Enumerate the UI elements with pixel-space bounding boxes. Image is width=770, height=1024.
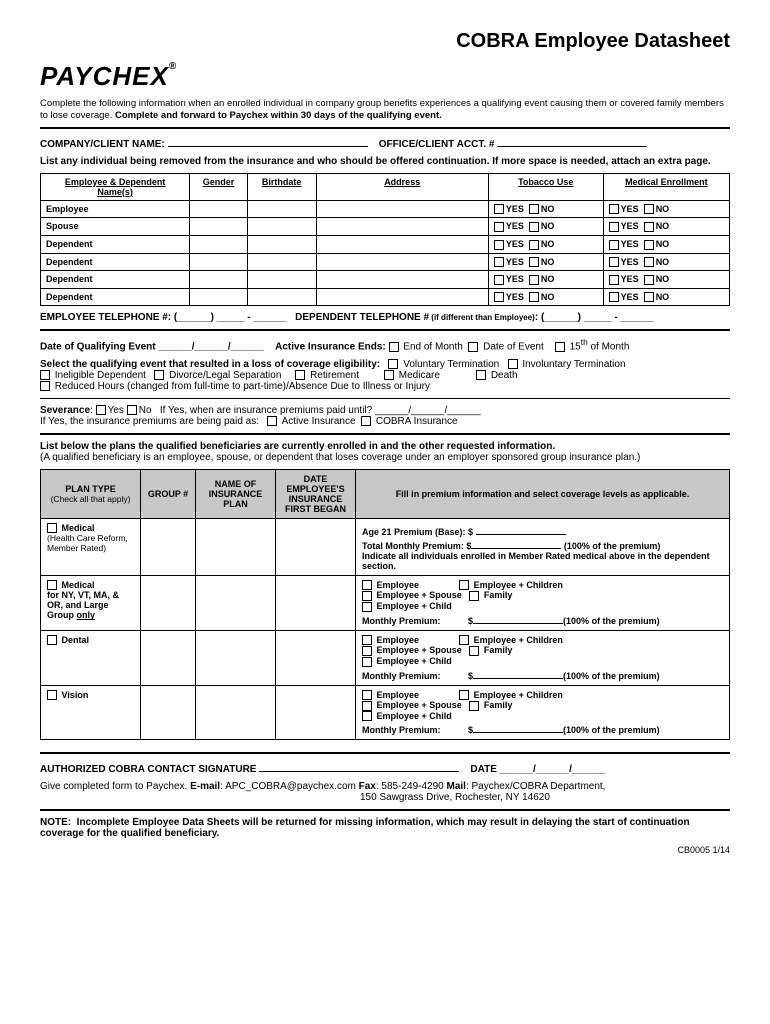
checkbox[interactable] [362, 580, 372, 590]
checkbox[interactable] [267, 416, 277, 426]
checkbox[interactable] [609, 222, 619, 232]
checkbox[interactable] [47, 635, 57, 645]
checkbox[interactable] [644, 240, 654, 250]
checkbox[interactable] [469, 701, 479, 711]
checkbox[interactable] [555, 342, 565, 352]
checkbox[interactable] [40, 381, 50, 391]
intro-text: Complete the following information when … [40, 98, 730, 123]
checkbox[interactable] [494, 292, 504, 302]
checkbox[interactable] [609, 292, 619, 302]
checkbox[interactable] [609, 257, 619, 267]
checkbox[interactable] [96, 405, 106, 415]
checkbox[interactable] [127, 405, 137, 415]
paychex-logo: PAYCHEX® [40, 61, 730, 92]
checkbox[interactable] [361, 416, 371, 426]
checkbox[interactable] [384, 370, 394, 380]
checkbox[interactable] [469, 591, 479, 601]
severance-row: Severance: Yes No If Yes, when are insur… [40, 405, 730, 427]
checkbox[interactable] [529, 204, 539, 214]
checkbox[interactable] [494, 204, 504, 214]
table-row: Dependent YES NO YES NO [41, 235, 730, 253]
table-row: Spouse YES NO YES NO [41, 218, 730, 236]
qualifying-events: Select the qualifying event that resulte… [40, 359, 730, 392]
form-id: CB0005 1/14 [40, 845, 730, 855]
checkbox[interactable] [644, 222, 654, 232]
checkbox[interactable] [529, 240, 539, 250]
checkbox[interactable] [362, 646, 372, 656]
checkbox[interactable] [459, 635, 469, 645]
checkbox[interactable] [362, 701, 372, 711]
page-title: COBRA Employee Datasheet [40, 30, 730, 53]
checkbox[interactable] [644, 292, 654, 302]
checkbox[interactable] [362, 657, 372, 667]
checkbox[interactable] [494, 240, 504, 250]
checkbox[interactable] [644, 275, 654, 285]
checkbox[interactable] [494, 257, 504, 267]
checkbox[interactable] [154, 370, 164, 380]
checkbox[interactable] [469, 646, 479, 656]
checkbox[interactable] [476, 370, 486, 380]
list-plans-heading: List below the plans the qualified benef… [40, 441, 730, 463]
table-row: Dependent YES NO YES NO [41, 271, 730, 289]
checkbox[interactable] [362, 711, 372, 721]
checkbox[interactable] [47, 690, 57, 700]
plan-row-medical1: Medical(Health Care Reform, Member Rated… [41, 518, 730, 575]
table-row: Employee YES NO YES NO [41, 200, 730, 218]
checkbox[interactable] [468, 342, 478, 352]
checkbox[interactable] [508, 359, 518, 369]
checkbox[interactable] [494, 222, 504, 232]
telephone-row: EMPLOYEE TELEPHONE #: (______) _____ - _… [40, 312, 730, 323]
checkbox[interactable] [362, 635, 372, 645]
checkbox[interactable] [459, 690, 469, 700]
plan-row-medical2: Medicalfor NY, VT, MA, & OR, and Large G… [41, 575, 730, 630]
checkbox[interactable] [362, 591, 372, 601]
note-row: NOTE: Incomplete Employee Data Sheets wi… [40, 817, 730, 839]
date-qualifying-row: Date of Qualifying Event ______/______/_… [40, 337, 730, 352]
checkbox[interactable] [529, 292, 539, 302]
checkbox[interactable] [644, 204, 654, 214]
checkbox[interactable] [529, 222, 539, 232]
checkbox[interactable] [644, 257, 654, 267]
company-row: COMPANY/CLIENT NAME: OFFICE/CLIENT ACCT.… [40, 135, 730, 150]
signature-row: AUTHORIZED COBRA CONTACT SIGNATURE DATE … [40, 760, 730, 775]
dependents-table: Employee & Dependent Name(s) Gender Birt… [40, 173, 730, 307]
checkbox[interactable] [40, 370, 50, 380]
checkbox[interactable] [388, 359, 398, 369]
contact-info: Give completed form to Paychex. E-mail: … [40, 781, 730, 803]
checkbox[interactable] [389, 342, 399, 352]
list-instruction: List any individual being removed from t… [40, 156, 730, 167]
checkbox[interactable] [609, 240, 619, 250]
checkbox[interactable] [362, 602, 372, 612]
checkbox[interactable] [529, 275, 539, 285]
checkbox[interactable] [529, 257, 539, 267]
checkbox[interactable] [47, 580, 57, 590]
table-row: Dependent YES NO YES NO [41, 288, 730, 306]
checkbox[interactable] [459, 580, 469, 590]
plan-row-vision: Vision Employee Employee + Children Empl… [41, 685, 730, 740]
checkbox[interactable] [295, 370, 305, 380]
checkbox[interactable] [494, 275, 504, 285]
checkbox[interactable] [609, 275, 619, 285]
checkbox[interactable] [609, 204, 619, 214]
table-row: Dependent YES NO YES NO [41, 253, 730, 271]
checkbox[interactable] [362, 690, 372, 700]
plans-table: PLAN TYPE(Check all that apply) GROUP # … [40, 469, 730, 741]
checkbox[interactable] [47, 523, 57, 533]
plan-row-dental: Dental Employee Employee + Children Empl… [41, 630, 730, 685]
